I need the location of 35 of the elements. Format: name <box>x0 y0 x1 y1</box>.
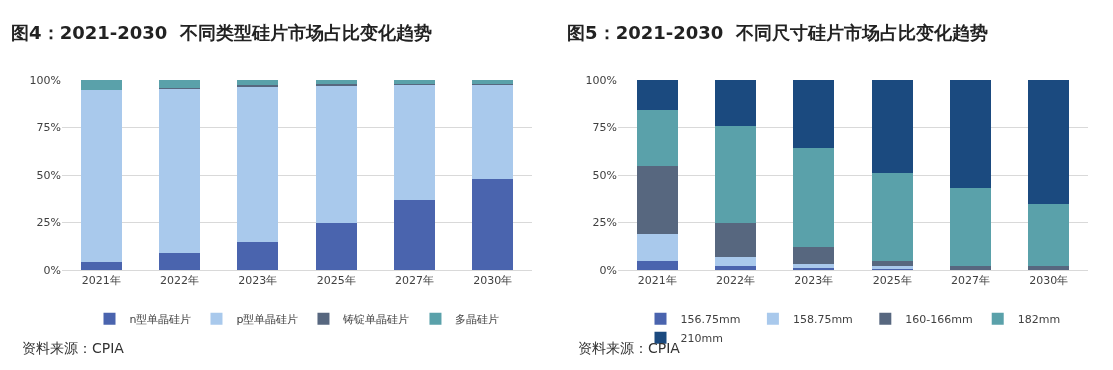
y-tick-label: 75% <box>36 121 61 135</box>
y-tick-label: 0% <box>599 263 617 277</box>
chart-title: 图4：2021-2030 不同类型硅片市场占比变化趋势 <box>11 21 432 43</box>
legend-label: 156.75mm <box>680 312 741 326</box>
x-tick-label: 2025年 <box>316 274 356 288</box>
chart-title: 图5：2021-2030 不同尺寸硅片市场占比变化趋势 <box>567 21 988 43</box>
legend-label: 多晶硅片 <box>455 312 500 326</box>
x-tick-label: 2023年 <box>238 274 278 288</box>
y-tick-label: 25% <box>36 216 61 230</box>
y-tick-label: 50% <box>36 168 61 182</box>
legend-label: 160-166mm <box>905 312 973 326</box>
text: 资料来源：CPIA <box>578 340 681 356</box>
y-tick-label: 0% <box>43 263 61 277</box>
y-tick-label: 75% <box>592 121 617 135</box>
x-tick-label: 2030年 <box>1029 274 1069 288</box>
legend-label: 158.75mm <box>792 312 853 326</box>
legend-label: 210mm <box>680 331 723 345</box>
x-tick-label: 2021年 <box>81 274 121 288</box>
legend-label: 182mm <box>1017 312 1061 326</box>
x-tick-label: 2021年 <box>637 274 677 288</box>
legend-label: 铸锭单晶硅片 <box>342 312 410 326</box>
x-tick-label: 2027年 <box>395 274 434 288</box>
x-tick-label: 2022年 <box>160 274 199 288</box>
x-tick-label: 2030年 <box>473 274 513 288</box>
x-tick-label: 2023年 <box>794 274 834 288</box>
x-tick-label: 2022年 <box>716 274 755 288</box>
y-tick-label: 100% <box>585 73 617 87</box>
x-tick-label: 2027年 <box>951 274 990 288</box>
y-tick-label: 25% <box>592 216 617 230</box>
text: 资料来源：CPIA <box>22 340 125 356</box>
y-tick-label: 100% <box>29 73 61 87</box>
y-tick-label: 50% <box>592 168 617 182</box>
x-tick-label: 2025年 <box>872 274 912 288</box>
legend-label: p型单晶硅片 <box>236 312 299 326</box>
legend-label: n型单晶硅片 <box>129 312 192 326</box>
